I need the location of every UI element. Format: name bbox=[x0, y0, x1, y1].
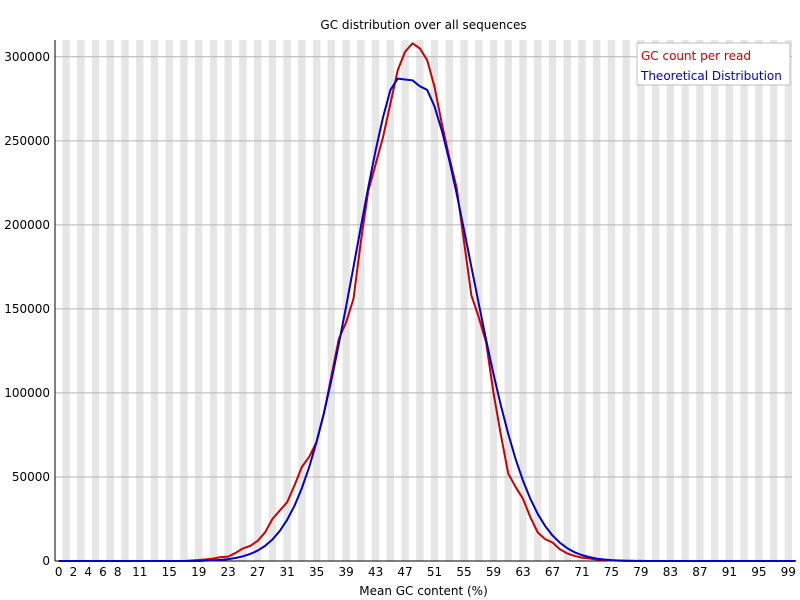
background-band bbox=[548, 40, 557, 561]
background-band bbox=[460, 40, 468, 561]
background-band bbox=[416, 40, 424, 561]
x-tick-label: 67 bbox=[545, 565, 560, 579]
x-tick-label: 8 bbox=[114, 565, 122, 579]
x-tick-label: 35 bbox=[309, 565, 324, 579]
background-band bbox=[755, 40, 763, 561]
x-tick-label: 71 bbox=[574, 565, 589, 579]
x-tick-label: 4 bbox=[84, 565, 92, 579]
x-tick-label: 15 bbox=[162, 565, 177, 579]
x-tick-label: 6 bbox=[99, 565, 107, 579]
background-band bbox=[637, 40, 645, 561]
background-band bbox=[283, 40, 291, 561]
background-band bbox=[121, 40, 129, 561]
background-band bbox=[77, 40, 85, 561]
series-lines bbox=[58, 42, 796, 562]
legend-entry: GC count per read bbox=[641, 49, 751, 63]
background-band bbox=[180, 40, 188, 561]
x-tick-label: 27 bbox=[250, 565, 265, 579]
x-tick-label: 0 bbox=[55, 565, 63, 579]
x-tick-label: 99 bbox=[781, 565, 796, 579]
background-band bbox=[681, 40, 689, 561]
background-band bbox=[784, 40, 792, 561]
background-band bbox=[150, 40, 159, 561]
background-band bbox=[696, 40, 704, 561]
y-tick-label: 200000 bbox=[4, 218, 50, 232]
y-tick-label: 150000 bbox=[4, 302, 50, 316]
x-tick-label: 51 bbox=[427, 565, 442, 579]
x-tick-label: 63 bbox=[515, 565, 530, 579]
x-tick-label: 31 bbox=[280, 565, 295, 579]
legend-entry: Theoretical Distribution bbox=[640, 69, 782, 83]
background-band bbox=[195, 40, 203, 561]
background-band bbox=[578, 40, 586, 561]
background-band bbox=[725, 40, 734, 561]
alternating-bands bbox=[62, 40, 792, 561]
x-tick-label: 43 bbox=[368, 565, 383, 579]
x-tick-label: 79 bbox=[633, 565, 648, 579]
legend-box bbox=[636, 42, 791, 86]
x-tick-label: 55 bbox=[456, 565, 471, 579]
background-band bbox=[327, 40, 336, 561]
y-tick-label: 300000 bbox=[4, 50, 50, 64]
x-tick-label: 23 bbox=[221, 565, 236, 579]
background-band bbox=[106, 40, 114, 561]
y-tick-label: 250000 bbox=[4, 134, 50, 148]
background-band bbox=[136, 40, 144, 561]
x-tick-label: 59 bbox=[486, 565, 501, 579]
background-band bbox=[91, 40, 100, 561]
x-tick-label: 19 bbox=[191, 565, 206, 579]
background-band bbox=[401, 40, 409, 561]
background-band bbox=[563, 40, 571, 561]
x-tick-label: 39 bbox=[338, 565, 353, 579]
background-band bbox=[489, 40, 498, 561]
y-tick-label: 0 bbox=[42, 554, 50, 568]
background-band bbox=[342, 40, 350, 561]
x-axis-label: Mean GC content (%) bbox=[359, 584, 488, 598]
legend: GC count per read Theoretical Distributio… bbox=[636, 42, 791, 86]
x-tick-label: 47 bbox=[397, 565, 412, 579]
background-band bbox=[666, 40, 675, 561]
chart-title: GC distribution over all sequences bbox=[320, 18, 526, 32]
background-band bbox=[430, 40, 439, 561]
x-tick-label: 91 bbox=[722, 565, 737, 579]
background-band bbox=[165, 40, 173, 561]
background-band bbox=[312, 40, 321, 561]
x-tick-label: 83 bbox=[663, 565, 678, 579]
y-tick-labels: 0 50000 100000 150000 200000 250000 300000 bbox=[4, 50, 50, 568]
background-band bbox=[651, 40, 660, 561]
x-tick-label: 2 bbox=[70, 565, 78, 579]
background-band bbox=[386, 40, 395, 561]
background-band bbox=[209, 40, 218, 561]
background-band bbox=[253, 40, 262, 561]
background-band bbox=[622, 40, 630, 561]
y-tick-label: 100000 bbox=[4, 386, 50, 400]
background-band bbox=[357, 40, 365, 561]
y-tick-label: 50000 bbox=[12, 470, 50, 484]
background-band bbox=[298, 40, 306, 561]
x-tick-label: 95 bbox=[751, 565, 766, 579]
background-band bbox=[268, 40, 277, 561]
background-band bbox=[607, 40, 616, 561]
background-band bbox=[371, 40, 380, 561]
horizontal-gridlines bbox=[55, 56, 792, 478]
background-band bbox=[445, 40, 453, 561]
background-band bbox=[239, 40, 247, 561]
background-band bbox=[534, 40, 542, 561]
background-band bbox=[224, 40, 232, 561]
background-band bbox=[504, 40, 512, 561]
background-band bbox=[769, 40, 778, 561]
background-band bbox=[593, 40, 601, 561]
x-tick-labels: 0 2 4 6 8 11 15 19 23 27 31 35 39 43 47 51 55 59 63 67 71 75 7… bbox=[55, 565, 796, 579]
background-band bbox=[519, 40, 527, 561]
x-tick-label: 75 bbox=[604, 565, 619, 579]
x-tick-label: 11 bbox=[132, 565, 147, 579]
x-tick-label: 87 bbox=[692, 565, 707, 579]
background-band bbox=[740, 40, 748, 561]
background-band bbox=[62, 40, 70, 561]
series-line-theoretical-distribution bbox=[58, 77, 796, 562]
background-band bbox=[710, 40, 719, 561]
